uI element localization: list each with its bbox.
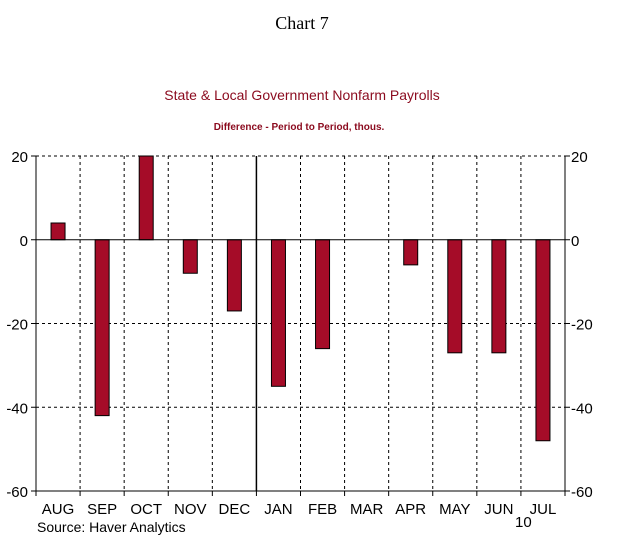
x-label-nov: NOV xyxy=(174,501,207,518)
x-label-jan: JAN xyxy=(264,501,292,518)
x-label-apr: APR xyxy=(395,501,426,518)
bar-may xyxy=(447,239,463,354)
bar-apr xyxy=(403,239,419,266)
y-label-right: -60 xyxy=(571,484,593,501)
x-label-feb: FEB xyxy=(308,501,337,518)
y-label-left: -20 xyxy=(6,317,28,334)
bar-aug xyxy=(50,222,66,241)
y-label-left: -40 xyxy=(6,400,28,417)
y-label-right: -40 xyxy=(571,400,593,417)
chart-title: State & Local Government Nonfarm Payroll… xyxy=(164,87,439,103)
y-label-right: 20 xyxy=(571,149,588,166)
bar-jul xyxy=(535,239,551,442)
x-label-aug: AUG xyxy=(42,501,75,518)
y-label-left: 0 xyxy=(20,233,28,250)
x-label-jul: JUL xyxy=(530,501,557,518)
x-label-dec: DEC xyxy=(219,501,251,518)
year-label: 10 xyxy=(515,514,532,531)
bar-feb xyxy=(315,239,331,350)
y-label-right: -20 xyxy=(571,317,593,334)
chart-subtitle: Difference - Period to Period, thous. xyxy=(214,122,385,133)
labels-layer: 20 20 0 0 -20 -20 -40 -40 -60 -60 AUG SEP OCT NOV DEC J… xyxy=(6,149,592,518)
y-label-left: -60 xyxy=(6,484,28,501)
axis-layer xyxy=(31,155,570,496)
x-label-may: MAY xyxy=(439,501,470,518)
bar-sep xyxy=(94,239,110,417)
x-label-jun: JUN xyxy=(484,501,513,518)
y-label-right: 0 xyxy=(571,233,579,250)
grid-layer xyxy=(36,155,565,491)
bar-jan xyxy=(270,239,286,387)
x-label-sep: SEP xyxy=(87,501,117,518)
bar-dec xyxy=(226,239,242,312)
source-note: Source: Haver Analytics xyxy=(37,519,186,535)
x-label-mar: MAR xyxy=(350,501,384,518)
x-label-oct: OCT xyxy=(130,501,162,518)
chart-header: Chart 7 xyxy=(275,13,329,33)
y-label-left: 20 xyxy=(11,149,28,166)
bar-oct xyxy=(138,155,154,241)
bar-jun xyxy=(491,239,507,354)
bar-nov xyxy=(182,239,198,274)
